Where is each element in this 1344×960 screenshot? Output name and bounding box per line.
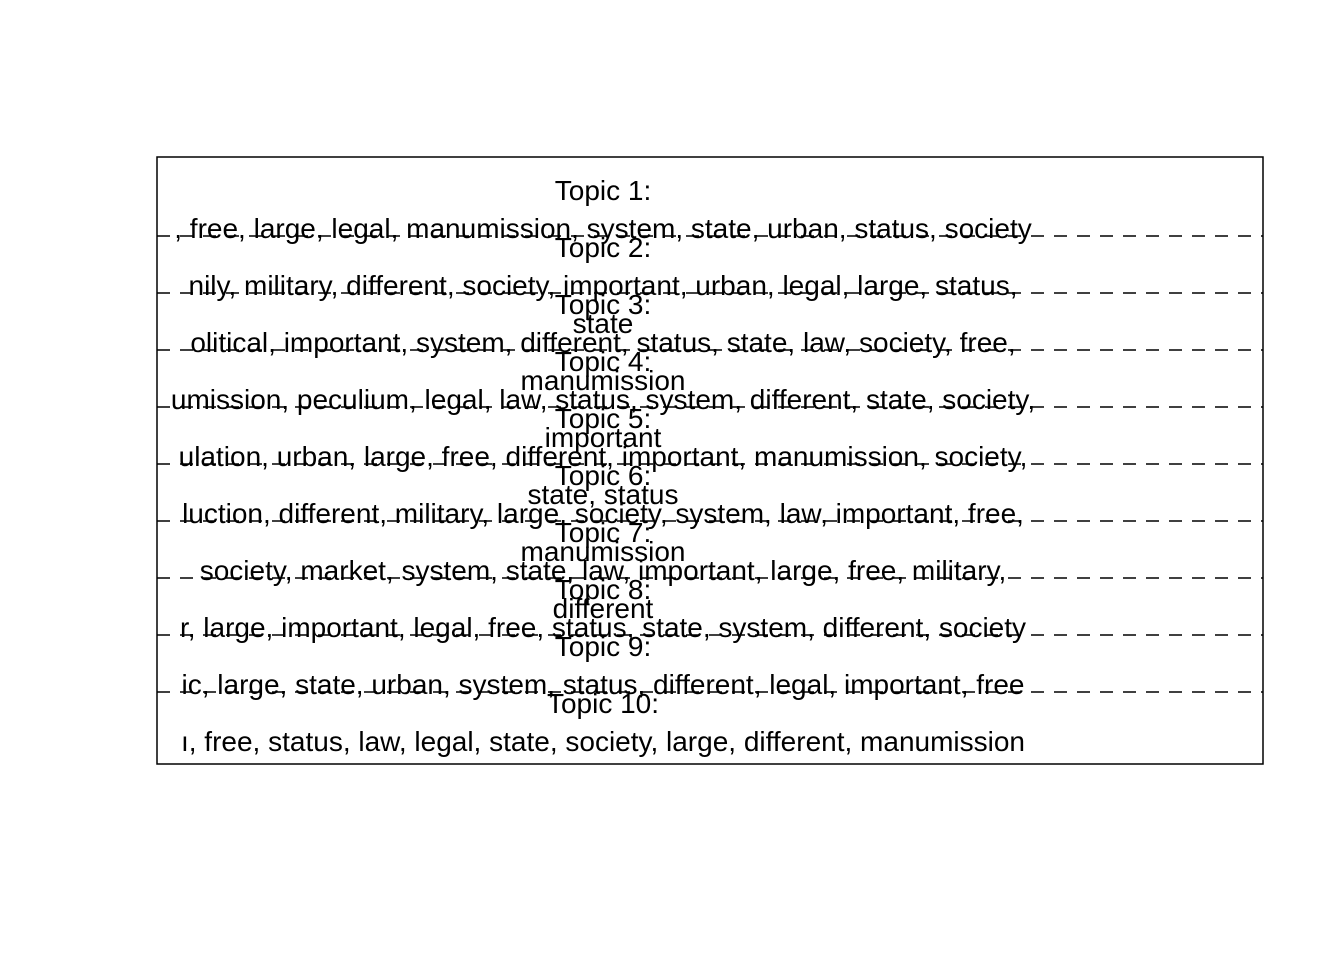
topic-terms: ulation, urban, large, free, different, … [179, 441, 1028, 472]
topic-terms: ı, free, status, law, legal, state, soci… [181, 726, 1025, 757]
topic-title: Topic 8: [555, 574, 652, 605]
topic-terms: manumission [521, 536, 686, 567]
topic-terms: umission, peculium, legal, law, status, … [171, 384, 1035, 415]
topic-terms: nily, military, different, society, impo… [189, 270, 1018, 301]
topic-terms: , free, large, legal, manumission, syste… [174, 213, 1032, 244]
topic-title: Topic 1: [555, 175, 652, 206]
topic-terms: manumission [521, 365, 686, 396]
topic-title: Topic 6: [555, 460, 652, 491]
topic-title: Topic 9: [555, 631, 652, 662]
topic-title: Topic 3: [555, 289, 652, 320]
topic-terms: ic, large, state, urban, system, status,… [182, 669, 1025, 700]
topic-title: Topic 2: [555, 232, 652, 263]
topic-terms: luction, different, military, large, soc… [182, 498, 1024, 529]
topic-terms: state, status [528, 479, 679, 510]
topic-terms: r, large, important, legal, free, status… [180, 612, 1026, 643]
topic-label-group: Topic 1: , free, large, legal, manumissio… [171, 175, 1035, 757]
topic-terms: olitical, important, system, different, … [190, 327, 1015, 358]
topic-title: Topic 4: [555, 346, 652, 377]
topic-terms: society, market, system, state, law, imp… [200, 555, 1007, 586]
topic-terms: state [573, 308, 634, 339]
topic-title: Topic 10: [547, 688, 659, 719]
topic-title: Topic 5: [555, 403, 652, 434]
topic-title: Topic 7: [555, 517, 652, 548]
separator-group [157, 235, 1263, 693]
topic-terms: important [545, 422, 662, 453]
plot-frame [156, 156, 1264, 765]
topic-terms: different [553, 593, 654, 624]
